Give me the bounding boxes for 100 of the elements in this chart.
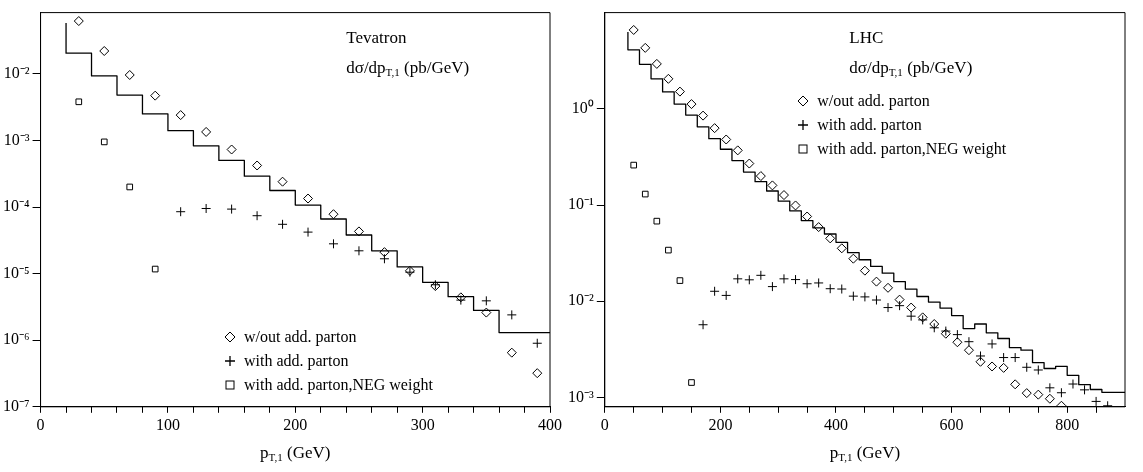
point <box>767 281 778 292</box>
point <box>226 144 237 155</box>
point <box>640 42 651 53</box>
point <box>813 277 824 288</box>
y-tick-label: 10⁻⁵ <box>3 263 30 281</box>
point <box>532 338 543 349</box>
point <box>303 227 314 238</box>
point <box>848 253 859 264</box>
legend-label: w/out add. parton <box>817 91 930 110</box>
point <box>628 24 639 35</box>
point <box>721 134 732 145</box>
legend-label: with add. parton <box>243 351 349 370</box>
point <box>1010 352 1021 363</box>
legend-label: with add. parton,NEG weight <box>817 139 1007 158</box>
x-tick-label: 600 <box>939 415 964 433</box>
point <box>663 73 674 84</box>
point <box>151 265 159 273</box>
point <box>906 302 917 313</box>
point <box>481 307 492 318</box>
point <box>871 276 882 287</box>
point <box>963 336 974 347</box>
point <box>1021 362 1032 373</box>
point <box>998 352 1009 363</box>
text: LHC <box>849 27 884 47</box>
point <box>883 282 894 293</box>
point <box>998 362 1009 373</box>
point <box>126 183 134 191</box>
y-tick-label: 10⁻⁴ <box>3 197 30 215</box>
point <box>698 110 709 121</box>
point <box>767 180 778 191</box>
point <box>859 265 870 276</box>
point <box>1044 382 1055 393</box>
point <box>906 311 917 322</box>
point <box>963 345 974 356</box>
point <box>630 161 638 169</box>
point <box>676 277 684 284</box>
x-tick-label: 0 <box>36 415 45 433</box>
point <box>688 379 695 386</box>
point <box>1044 393 1055 404</box>
x-tick-label: 0 <box>600 415 609 433</box>
legend-label: with add. parton,NEG weight <box>243 375 433 394</box>
point <box>328 238 339 249</box>
point <box>987 361 998 372</box>
point <box>883 302 894 313</box>
point <box>252 160 263 171</box>
point <box>124 69 135 80</box>
point <box>744 274 755 285</box>
point <box>201 126 212 137</box>
point <box>226 204 237 215</box>
point <box>1067 379 1078 390</box>
point <box>75 98 83 106</box>
y-tick-label: 10⁻² <box>568 291 594 309</box>
point <box>709 123 720 134</box>
point <box>353 245 364 256</box>
x-tick-label: 800 <box>1055 415 1080 433</box>
point <box>755 270 766 281</box>
point <box>871 295 882 306</box>
x-tick-label: 200 <box>708 415 733 433</box>
point <box>481 295 492 306</box>
point <box>790 200 801 211</box>
point <box>755 171 766 182</box>
point <box>778 190 789 201</box>
point <box>1010 379 1021 390</box>
y-tick-label: 10⁻¹ <box>568 195 594 213</box>
point <box>1033 365 1044 375</box>
point <box>303 193 314 204</box>
point <box>802 278 813 289</box>
point <box>836 284 847 295</box>
point <box>709 286 720 297</box>
point <box>379 247 390 258</box>
x-tick-label: 400 <box>538 415 562 433</box>
point <box>686 99 697 110</box>
point <box>848 291 859 302</box>
point <box>651 58 662 69</box>
point <box>744 158 755 169</box>
point <box>778 273 789 284</box>
text: Tevatron <box>346 27 407 47</box>
point <box>721 290 732 301</box>
point <box>813 222 824 233</box>
point <box>665 246 672 254</box>
x-tick-label: 100 <box>155 415 180 433</box>
y-tick-label: 10⁻⁷ <box>3 397 30 414</box>
point <box>73 16 84 27</box>
point <box>1021 388 1032 399</box>
legend-label: w/out add. parton <box>243 327 357 346</box>
point <box>732 145 743 156</box>
point <box>1033 389 1044 400</box>
point <box>506 347 517 358</box>
point <box>674 86 685 97</box>
y-tick-label: 10⁻³ <box>568 387 594 405</box>
point <box>859 291 870 302</box>
point <box>698 319 709 330</box>
point <box>100 138 108 146</box>
y-tick-label: 10⁻² <box>3 64 30 82</box>
point <box>790 274 801 285</box>
point <box>952 337 963 348</box>
x-tick-label: 300 <box>410 415 435 433</box>
point <box>277 176 288 187</box>
y-tick-label: 10⁻³ <box>3 130 30 148</box>
point <box>836 243 847 254</box>
